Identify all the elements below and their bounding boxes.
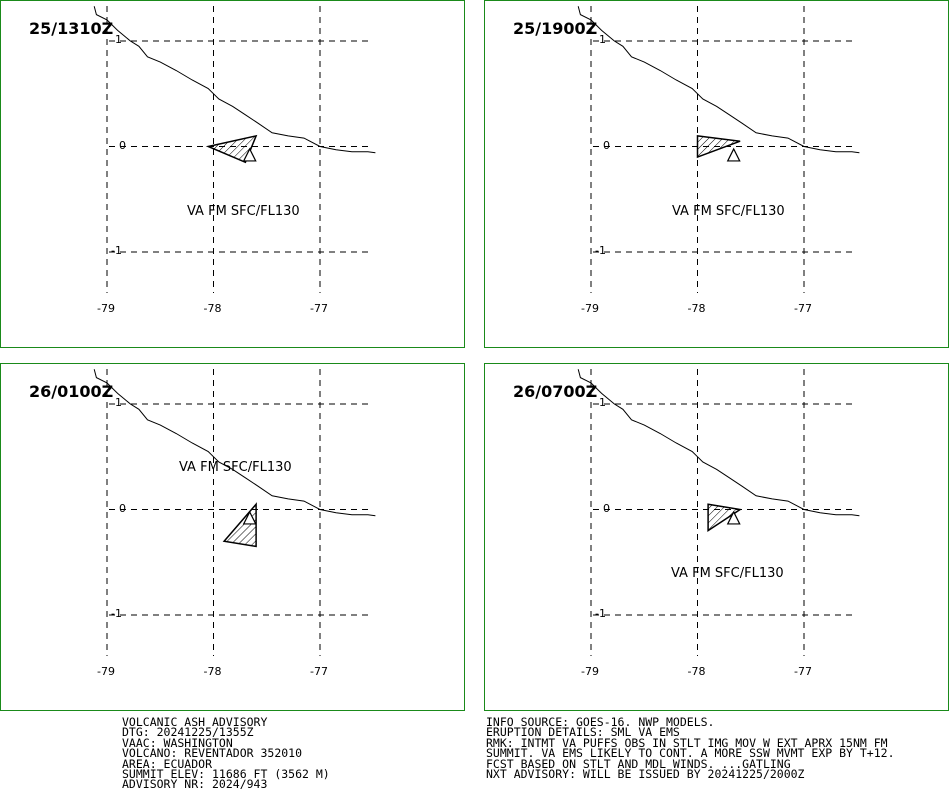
longitude-tick-label: -78 [687,302,706,315]
panel-valid-time: 26/0100Z [29,382,114,401]
longitude-tick-label: -78 [203,302,222,315]
advisory-dtg: DTG: 20241225/1355Z [122,725,254,740]
longitude-tick-label: -79 [581,665,599,678]
map-canvas [93,6,376,293]
coastline [93,6,376,154]
longitude-tick-label: -78 [203,665,222,678]
latitude-tick-label: 1 [115,396,122,409]
advisory-summit-elev: SUMMIT ELEV: 11686 FT (3562 M) [122,767,330,782]
latitude-tick-label: -1 [595,607,606,620]
latitude-tick-label: 1 [599,33,606,46]
advisory-info-left: VOLCANIC ASH ADVISORY DTG: 20241225/1355… [122,715,330,792]
map-canvas [577,369,860,656]
advisory-remarks-1: RMK: INTMT VA PUFFS OBS IN STLT IMG MOV … [486,735,888,750]
coastline [577,369,860,517]
ash-cloud-polygon [222,502,257,548]
map-panel-3: 1 0 -1 -79 -78 -77 26/0100Z VA FM SFC/FL130 [0,363,465,711]
map-panel-4: 1 0 -1 -79 -78 -77 26/0700Z VA FM SFC/FL130 [484,363,949,711]
ash-cloud-polygon [696,135,741,159]
latitude-tick-label: 0 [119,138,126,152]
advisory-number: ADVISORY NR: 2024/943 [122,777,268,792]
latitude-tick-label: 0 [603,138,610,152]
volcano-icon [726,147,741,162]
panel-valid-time: 25/1900Z [513,19,598,38]
volcano-icon [242,510,257,525]
advisory-forecast-basis: FCST BASED ON STLT AND MDL WINDS. ...GAT… [486,756,791,771]
latitude-tick-label: 1 [599,396,606,409]
volcano-icon [242,147,257,162]
ash-height-label: VA FM SFC/FL130 [672,204,785,219]
latitude-tick-label: -1 [111,244,122,257]
advisory-volcano: VOLCANO: REVENTADOR 352010 [122,746,303,761]
panel-valid-time: 25/1310Z [29,19,114,38]
coastline [93,369,376,517]
latitude-tick-label: -1 [595,244,606,257]
longitude-tick-label: -79 [581,302,599,315]
longitude-tick-label: -79 [97,302,115,315]
longitude-tick-label: -77 [794,665,812,678]
advisory-next: NXT ADVISORY: WILL BE ISSUED BY 20241225… [486,767,805,782]
latitude-tick-label: 1 [115,33,122,46]
map-panel-1: 1 0 -1 -79 -78 -77 25/1310Z VA FM SFC/FL130 [0,0,465,348]
ash-cloud-polygon [707,503,743,532]
longitude-tick-label: -77 [310,665,328,678]
latitude-tick-label: -1 [111,607,122,620]
advisory-remarks-2: SUMMIT. VA EMS LIKELY TO CONT. A MORE SS… [486,746,895,761]
coastline [577,6,860,154]
map-panel-2: 1 0 -1 -79 -78 -77 25/1900Z VA FM SFC/FL130 [484,0,949,348]
map-canvas [577,6,860,293]
advisory-area: AREA: ECUADOR [122,756,213,771]
longitude-tick-label: -77 [794,302,812,315]
latitude-tick-label: 0 [603,501,610,515]
ash-height-label: VA FM SFC/FL130 [187,204,300,219]
advisory-eruption-details: ERUPTION DETAILS: SML VA EMS [486,725,680,740]
advisory-title: VOLCANIC ASH ADVISORY [122,715,268,729]
ash-cloud-polygon [205,134,258,164]
map-canvas [93,369,376,656]
longitude-tick-label: -77 [310,302,328,315]
ash-height-label: VA FM SFC/FL130 [179,460,292,475]
ash-height-label: VA FM SFC/FL130 [671,566,784,581]
latitude-tick-label: 0 [119,501,126,515]
volcano-icon [726,510,741,525]
longitude-tick-label: -78 [687,665,706,678]
advisory-info-source: INFO SOURCE: GOES-16. NWP MODELS. [486,715,715,729]
longitude-tick-label: -79 [97,665,115,678]
advisory-info-right: INFO SOURCE: GOES-16. NWP MODELS. ERUPTI… [486,715,895,782]
panel-valid-time: 26/0700Z [513,382,598,401]
advisory-vaac: VAAC: WASHINGTON [122,735,233,750]
